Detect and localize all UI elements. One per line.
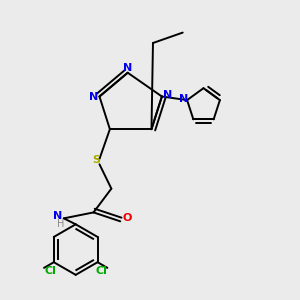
Text: N: N: [123, 63, 132, 73]
Text: Cl: Cl: [95, 266, 107, 276]
Text: S: S: [92, 154, 101, 164]
Text: N: N: [53, 211, 62, 221]
Text: O: O: [122, 213, 131, 224]
Text: N: N: [163, 90, 172, 100]
Text: N: N: [179, 94, 188, 103]
Text: H: H: [57, 219, 64, 229]
Text: Cl: Cl: [44, 266, 56, 276]
Text: N: N: [89, 92, 99, 101]
